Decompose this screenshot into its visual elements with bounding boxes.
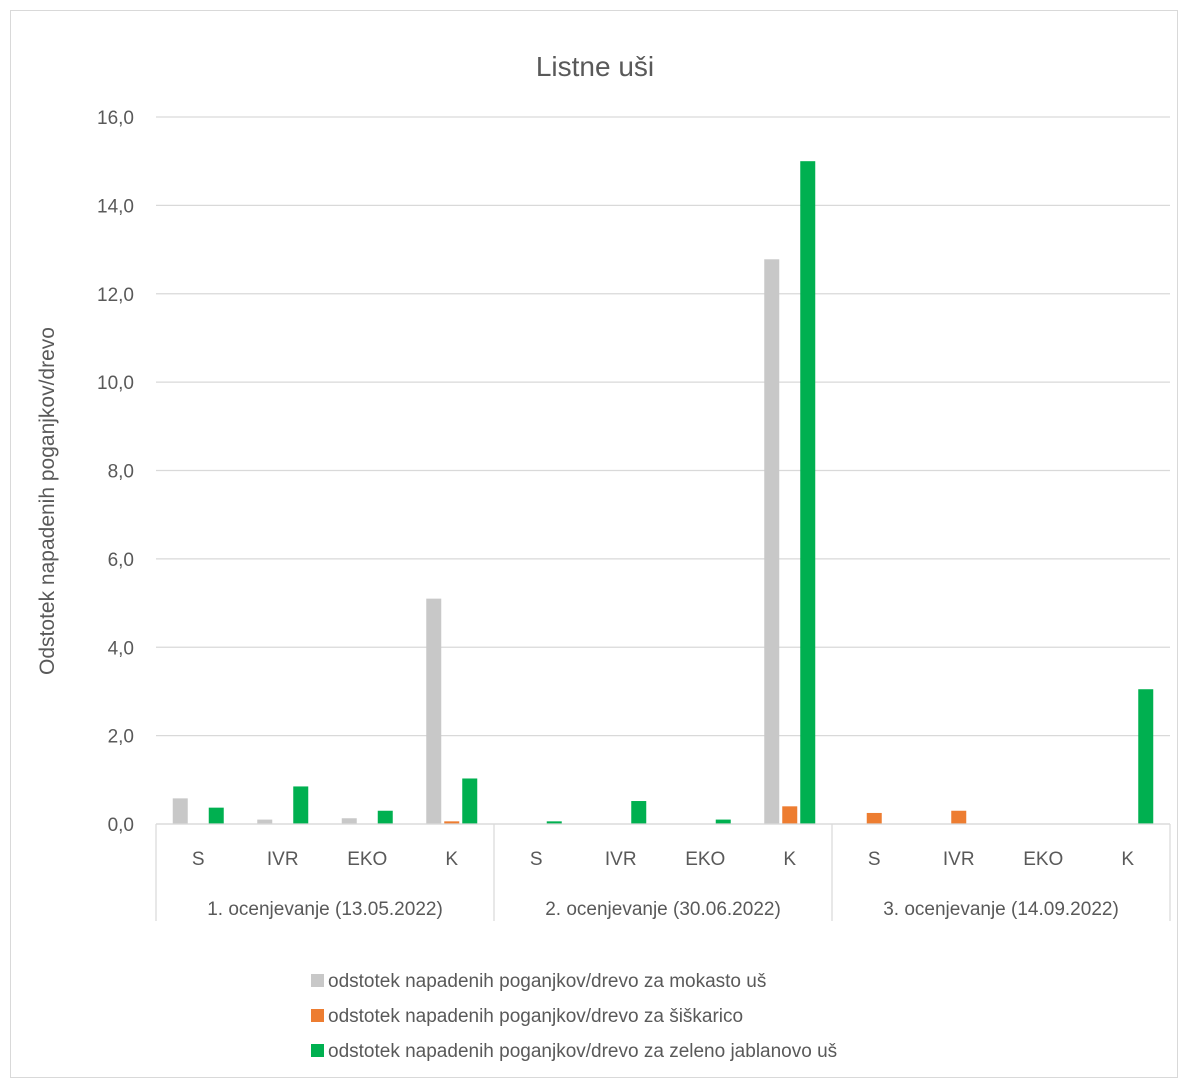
legend-label: odstotek napadenih poganjkov/drevo za ze…	[328, 1041, 837, 1062]
legend-label: odstotek napadenih poganjkov/drevo za mo…	[328, 971, 766, 992]
y-tick-label: 6,0	[108, 550, 134, 571]
bar	[951, 810, 967, 824]
x-category-label: K	[445, 849, 458, 870]
y-tick-label: 0,0	[108, 815, 134, 836]
x-category-label: IVR	[267, 849, 299, 870]
bar	[426, 598, 442, 824]
gridlines	[156, 116, 1170, 825]
bar	[866, 812, 882, 824]
bar	[546, 821, 562, 824]
y-tick-labels: 0,0 2,0 4,0 6,0 8,0 10,0 12,0 14,0 16,0	[97, 108, 134, 836]
chart-title: Listne uši	[536, 51, 654, 82]
x-category-label: S	[192, 849, 205, 870]
bar	[341, 818, 357, 824]
bars	[172, 161, 1154, 824]
x-axis: S IVR EKO K 1. ocenjevanje (13.05.2022) S IVR E…	[155, 823, 1171, 921]
y-tick-label: 2,0	[108, 727, 134, 748]
x-category-label: K	[783, 849, 796, 870]
bar	[257, 819, 273, 824]
bar	[293, 786, 309, 824]
bar	[800, 161, 816, 824]
x-group-label: 3. ocenjevanje (14.09.2022)	[883, 899, 1119, 920]
legend-swatch	[311, 1009, 324, 1022]
y-tick-label: 4,0	[108, 638, 134, 659]
y-axis-title: Odstotek napadenih poganjkov/drevo	[36, 327, 59, 675]
chart-frame: Listne uši 0,0 2,0 4,0 6,0 8,0 10,0 12,0 14,0 16…	[10, 10, 1178, 1078]
bar	[444, 821, 460, 824]
x-category-label: S	[530, 849, 543, 870]
x-group-label: 1. ocenjevanje (13.05.2022)	[207, 899, 443, 920]
x-category-label: K	[1121, 849, 1134, 870]
bar	[631, 801, 647, 824]
x-group-label: 2. ocenjevanje (30.06.2022)	[545, 899, 781, 920]
x-category-label: EKO	[1023, 849, 1063, 870]
y-tick-label: 8,0	[108, 462, 134, 483]
y-axis-title-wrap: Odstotek napadenih poganjkov/drevo	[36, 327, 59, 675]
y-tick-label: 14,0	[97, 196, 134, 217]
y-tick-label: 10,0	[97, 373, 134, 394]
bar	[764, 259, 780, 824]
legend-swatch	[311, 974, 324, 987]
bar	[172, 798, 188, 824]
bar	[1138, 689, 1154, 824]
y-tick-label: 12,0	[97, 285, 134, 306]
chart-svg: Listne uši 0,0 2,0 4,0 6,0 8,0 10,0 12,0 14,0 16…	[36, 51, 1171, 1062]
y-tick-label: 16,0	[97, 108, 134, 129]
legend: odstotek napadenih poganjkov/drevo za mo…	[311, 971, 837, 1062]
x-category-label: IVR	[605, 849, 637, 870]
bar	[377, 810, 393, 824]
bar	[462, 778, 478, 824]
legend-swatch	[311, 1044, 324, 1057]
x-category-label: IVR	[943, 849, 975, 870]
bar	[208, 807, 224, 824]
x-category-label: S	[868, 849, 881, 870]
bar	[715, 819, 731, 824]
x-category-label: EKO	[347, 849, 387, 870]
bar	[782, 806, 798, 824]
legend-label: odstotek napadenih poganjkov/drevo za ši…	[328, 1006, 743, 1027]
x-category-label: EKO	[685, 849, 725, 870]
